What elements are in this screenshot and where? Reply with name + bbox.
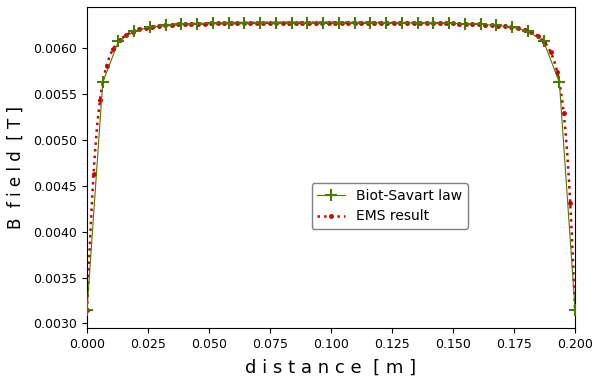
- Biot-Savart law: [225, 21, 232, 25]
- EMS result: [572, 308, 579, 313]
- Biot-Savart law: [493, 23, 500, 28]
- Biot-Savart law: [320, 20, 327, 25]
- Biot-Savart law: [367, 20, 374, 25]
- Biot-Savart law: [241, 21, 248, 25]
- Biot-Savart law: [162, 23, 169, 28]
- Biot-Savart law: [335, 20, 343, 25]
- Biot-Savart law: [83, 308, 91, 313]
- EMS result: [496, 23, 503, 28]
- Biot-Savart law: [194, 22, 201, 26]
- Y-axis label: B  f i e l d  [ T ]: B f i e l d [ T ]: [7, 106, 25, 229]
- Biot-Savart law: [272, 20, 280, 25]
- X-axis label: d i s t a n c e  [ m ]: d i s t a n c e [ m ]: [245, 359, 416, 377]
- Biot-Savart law: [446, 21, 453, 26]
- EMS result: [384, 20, 391, 25]
- EMS result: [328, 20, 335, 25]
- Biot-Savart law: [178, 22, 185, 26]
- Biot-Savart law: [257, 20, 264, 25]
- Biot-Savart law: [115, 39, 122, 44]
- Biot-Savart law: [524, 29, 532, 33]
- Biot-Savart law: [288, 20, 295, 25]
- Biot-Savart law: [509, 25, 516, 30]
- Line: EMS result: EMS result: [85, 21, 577, 312]
- Biot-Savart law: [430, 21, 437, 25]
- Biot-Savart law: [556, 80, 563, 84]
- Legend: Biot-Savart law, EMS result: Biot-Savart law, EMS result: [311, 183, 467, 229]
- EMS result: [85, 270, 92, 274]
- EMS result: [527, 30, 535, 35]
- Biot-Savart law: [383, 20, 390, 25]
- Biot-Savart law: [146, 25, 154, 30]
- Biot-Savart law: [398, 20, 406, 25]
- Biot-Savart law: [131, 29, 138, 33]
- Biot-Savart law: [540, 39, 547, 44]
- Biot-Savart law: [461, 22, 469, 26]
- Line: Biot-Savart law: Biot-Savart law: [82, 17, 581, 316]
- Biot-Savart law: [477, 22, 484, 26]
- EMS result: [83, 308, 91, 313]
- Biot-Savart law: [414, 21, 421, 25]
- Biot-Savart law: [304, 20, 311, 25]
- Biot-Savart law: [351, 20, 358, 25]
- EMS result: [374, 20, 381, 25]
- Biot-Savart law: [99, 80, 106, 84]
- Biot-Savart law: [209, 21, 217, 26]
- Biot-Savart law: [572, 308, 579, 313]
- EMS result: [376, 20, 383, 25]
